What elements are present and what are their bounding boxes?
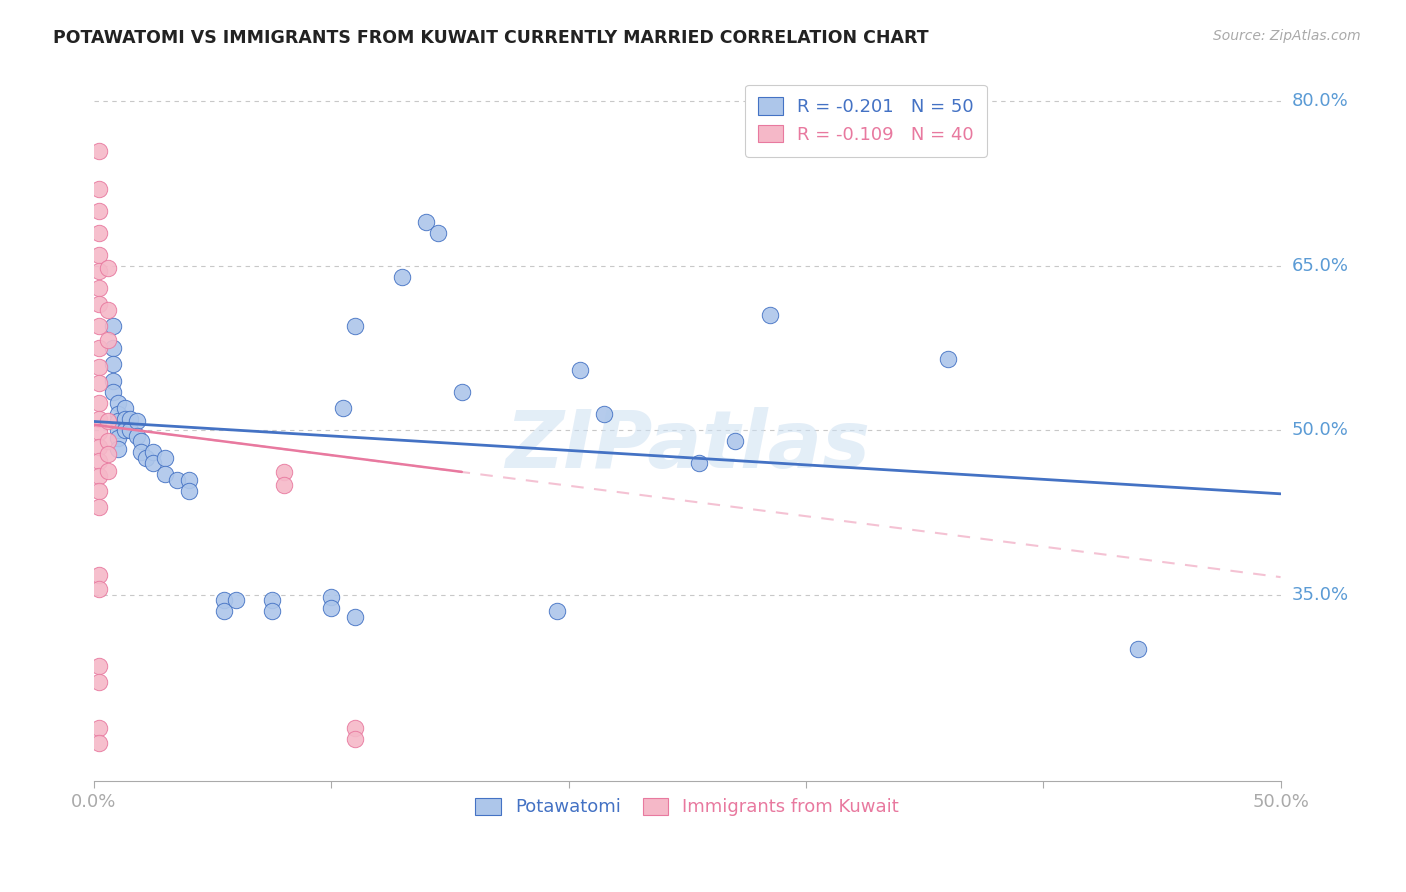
Text: 65.0%: 65.0% xyxy=(1292,257,1348,275)
Text: 80.0%: 80.0% xyxy=(1292,93,1348,111)
Point xyxy=(343,319,366,334)
Point xyxy=(343,732,366,747)
Point xyxy=(87,204,110,219)
Point xyxy=(87,281,110,295)
Point xyxy=(87,454,110,468)
Point xyxy=(97,334,120,348)
Point xyxy=(177,473,200,487)
Point xyxy=(427,226,450,240)
Point xyxy=(87,341,110,355)
Point xyxy=(114,412,136,426)
Point xyxy=(97,434,120,449)
Point xyxy=(321,600,343,615)
Point xyxy=(107,414,129,428)
Point xyxy=(118,412,141,426)
Point xyxy=(87,736,110,750)
Text: POTAWATOMI VS IMMIGRANTS FROM KUWAIT CURRENTLY MARRIED CORRELATION CHART: POTAWATOMI VS IMMIGRANTS FROM KUWAIT CUR… xyxy=(53,29,929,47)
Text: 50.0%: 50.0% xyxy=(1292,421,1348,439)
Point xyxy=(225,593,247,607)
Point xyxy=(97,464,120,478)
Point xyxy=(87,182,110,196)
Point xyxy=(153,450,176,465)
Point xyxy=(153,467,176,481)
Point xyxy=(688,456,710,470)
Point xyxy=(87,264,110,278)
Point xyxy=(97,447,120,461)
Point xyxy=(214,604,236,618)
Point xyxy=(87,396,110,410)
Point xyxy=(166,473,188,487)
Point xyxy=(87,582,110,597)
Point xyxy=(593,407,616,421)
Point xyxy=(87,412,110,426)
Point xyxy=(214,593,236,607)
Point xyxy=(118,423,141,437)
Point xyxy=(131,434,153,449)
Point xyxy=(87,483,110,498)
Point xyxy=(101,319,124,334)
Point xyxy=(87,319,110,334)
Point xyxy=(97,302,120,317)
Point xyxy=(260,604,283,618)
Point xyxy=(87,297,110,311)
Point xyxy=(114,423,136,437)
Point xyxy=(107,423,129,437)
Point xyxy=(87,359,110,374)
Point xyxy=(724,434,747,449)
Point xyxy=(107,396,129,410)
Text: ZIPatlas: ZIPatlas xyxy=(505,407,870,485)
Point xyxy=(87,226,110,240)
Point xyxy=(131,445,153,459)
Point xyxy=(87,440,110,454)
Point xyxy=(87,469,110,483)
Point xyxy=(142,456,165,470)
Point xyxy=(135,450,157,465)
Point xyxy=(332,401,354,416)
Point xyxy=(450,384,472,399)
Legend: Potawatomi, Immigrants from Kuwait: Potawatomi, Immigrants from Kuwait xyxy=(467,789,908,825)
Point xyxy=(343,609,366,624)
Point xyxy=(97,414,120,428)
Point xyxy=(107,442,129,456)
Point xyxy=(107,431,129,445)
Point xyxy=(87,568,110,582)
Point xyxy=(114,401,136,416)
Point xyxy=(101,358,124,372)
Point xyxy=(125,428,148,442)
Point xyxy=(273,465,295,479)
Point xyxy=(101,374,124,388)
Point xyxy=(391,269,413,284)
Point xyxy=(142,445,165,459)
Text: 35.0%: 35.0% xyxy=(1292,586,1348,604)
Point xyxy=(546,604,568,618)
Point xyxy=(107,407,129,421)
Point xyxy=(569,363,592,377)
Point xyxy=(1128,642,1150,657)
Point xyxy=(87,425,110,440)
Point xyxy=(273,478,295,492)
Point xyxy=(87,144,110,158)
Point xyxy=(87,500,110,514)
Text: Source: ZipAtlas.com: Source: ZipAtlas.com xyxy=(1213,29,1361,44)
Point xyxy=(177,483,200,498)
Point xyxy=(759,308,782,322)
Point xyxy=(343,722,366,736)
Point xyxy=(97,260,120,275)
Point xyxy=(87,722,110,736)
Point xyxy=(936,351,959,366)
Point xyxy=(87,376,110,390)
Point xyxy=(125,414,148,428)
Point xyxy=(87,659,110,673)
Point xyxy=(101,384,124,399)
Point xyxy=(260,593,283,607)
Point xyxy=(87,675,110,690)
Point xyxy=(321,590,343,604)
Point xyxy=(87,248,110,262)
Point xyxy=(101,341,124,355)
Point xyxy=(415,215,437,229)
